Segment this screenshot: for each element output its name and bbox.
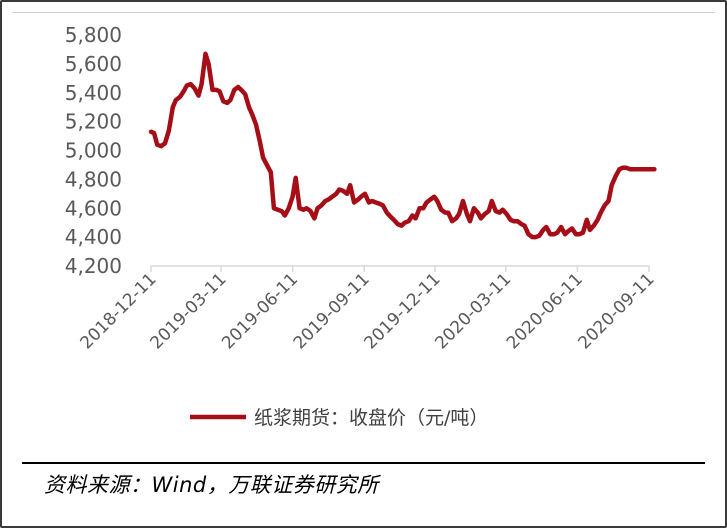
y-tick-label: 4,200	[65, 254, 122, 278]
legend: 纸浆期货：收盘价（元/吨）	[190, 407, 488, 429]
source-divider	[22, 462, 705, 464]
x-tick-label: 2020-09-11	[575, 269, 659, 353]
y-tick-label: 5,200	[65, 110, 122, 134]
y-tick-label: 5,800	[65, 23, 122, 47]
y-tick-label: 5,400	[65, 81, 122, 105]
source-note: 资料来源：Wind，万联证券研究所	[44, 473, 379, 497]
y-tick-label: 5,600	[65, 52, 122, 76]
x-tick-label: 2020-03-11	[431, 269, 515, 353]
x-tick-label: 2020-06-11	[503, 269, 587, 353]
chart-panel	[12, 12, 715, 514]
y-tick-label: 4,600	[65, 196, 122, 220]
series-line-pulp-futures	[148, 51, 657, 240]
y-tick-label: 4,400	[65, 225, 122, 249]
legend-label: 纸浆期货：收盘价（元/吨）	[254, 407, 488, 429]
x-tick-label: 2019-03-11	[147, 269, 231, 353]
x-tick-label: 2019-06-11	[218, 269, 302, 353]
y-tick-label: 5,000	[65, 139, 122, 163]
x-axis: 2018-12-112019-03-112019-06-112019-09-11…	[77, 266, 659, 353]
y-axis: 4,200 4,400 4,600 4,800 5,000 5,200 5,400 5,600…	[65, 23, 122, 278]
y-tick-label: 4,800	[65, 167, 122, 191]
